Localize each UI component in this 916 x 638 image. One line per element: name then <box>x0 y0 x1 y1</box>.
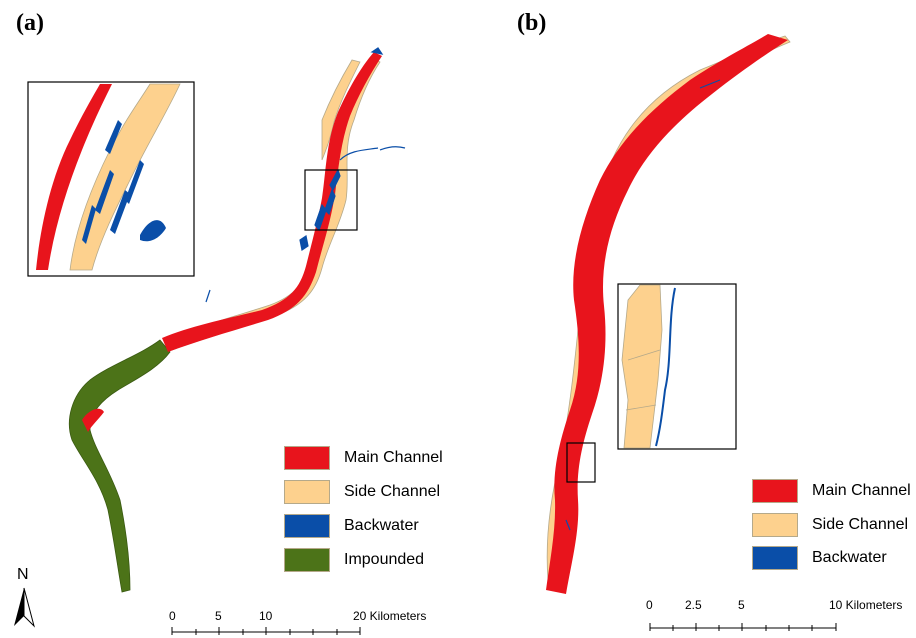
legend-a-item-side-channel: Side Channel <box>284 480 440 504</box>
backwater-features-b <box>565 79 721 531</box>
legend-b-item-main-channel: Main Channel <box>752 479 911 503</box>
scale-b-tick-5: 5 <box>738 598 745 612</box>
legend-label: Side Channel <box>812 516 909 533</box>
panel-label-b: (b) <box>517 10 547 36</box>
legend-label: Main Channel <box>344 449 443 466</box>
legend-label: Side Channel <box>344 483 441 500</box>
legend-a-item-backwater: Backwater <box>284 514 419 538</box>
scale-b-tick-10: 10 Kilometers <box>829 598 903 612</box>
main-channel-b <box>546 34 788 594</box>
legend-label: Backwater <box>812 549 887 566</box>
scale-b-tick-2-5: 2.5 <box>685 598 702 612</box>
scale-b-tick-0: 0 <box>646 598 653 612</box>
scale-a-tick-20: 20 Kilometers <box>353 609 427 623</box>
legend-a-item-impounded: Impounded <box>284 548 424 572</box>
inset-marker-b <box>566 442 596 483</box>
legend-swatch <box>284 446 330 470</box>
inset-marker-a <box>304 169 358 231</box>
legend-a-item-main-channel: Main Channel <box>284 446 443 470</box>
side-channel-a-north <box>321 59 361 161</box>
legend-label: Impounded <box>344 551 425 568</box>
scale-a-tick-5: 5 <box>215 609 222 623</box>
north-label: N <box>17 566 29 583</box>
main-channel-patch-a <box>82 408 104 432</box>
scale-a-tick-0: 0 <box>169 609 176 623</box>
legend-swatch <box>752 479 798 503</box>
scale-bar-b <box>649 623 837 631</box>
main-channel-a <box>162 52 382 352</box>
inset-a <box>27 81 195 277</box>
legend-b-item-side-channel: Side Channel <box>752 513 908 537</box>
legend-b-item-backwater: Backwater <box>752 546 887 570</box>
legend-swatch <box>752 513 798 537</box>
legend-swatch <box>284 514 330 538</box>
inset-b <box>617 283 737 450</box>
north-arrow-icon <box>14 587 35 628</box>
impounded-reach-a <box>68 339 171 593</box>
legend-swatch <box>752 546 798 570</box>
legend-swatch <box>284 480 330 504</box>
backwater-features-a <box>205 47 406 303</box>
legend-label: Backwater <box>344 517 419 534</box>
legend-swatch <box>284 548 330 572</box>
legend-label: Main Channel <box>812 482 911 499</box>
scale-a-tick-10: 10 <box>259 609 273 623</box>
scale-bar-a <box>171 627 361 635</box>
panel-label-a: (a) <box>16 10 44 36</box>
